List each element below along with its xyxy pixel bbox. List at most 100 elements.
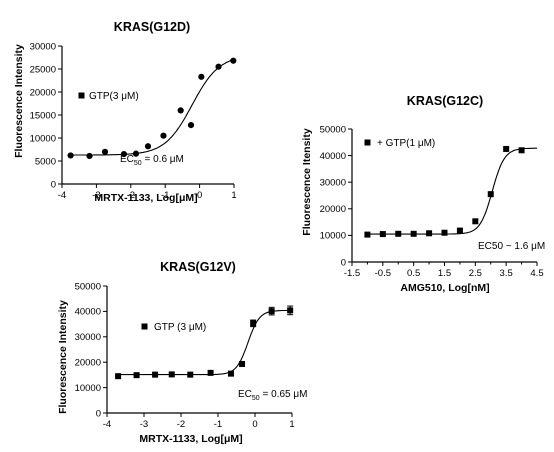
x-tick-label: 1	[289, 419, 294, 430]
x-tick-label: 1	[231, 190, 236, 201]
y-tick-label: 30000	[30, 41, 56, 52]
data-point	[456, 227, 463, 234]
x-tick-label: -3	[92, 190, 100, 201]
x-tick-label: 3.5	[500, 268, 513, 279]
x-axis-label: MRTX-1133, Log[μM]	[94, 192, 197, 204]
x-tick-label: -1	[214, 419, 222, 430]
ec50-annotation: EC50 ~ 1.6 μM	[478, 241, 545, 252]
data-point	[187, 371, 194, 378]
data-point	[101, 148, 109, 155]
chart-title: KRAS(G12C)	[407, 94, 483, 108]
legend-label: GTP (3 μM)	[154, 322, 206, 333]
data-point	[133, 372, 140, 379]
fit-curve	[116, 309, 292, 376]
fit-curve	[366, 147, 537, 235]
data-point	[187, 122, 195, 129]
chart-title: KRAS(G12V)	[160, 260, 236, 274]
data-point	[487, 191, 494, 198]
data-point	[287, 307, 294, 314]
data-point	[364, 231, 371, 238]
x-tick-label: 2.5	[469, 268, 482, 279]
x-tick-label: 0.5	[407, 268, 420, 279]
x-tick-label: 0	[252, 419, 257, 430]
ec50-annotation: EC50 = 0.6 μM	[120, 154, 184, 167]
data-point	[67, 152, 74, 159]
y-axis-label: Fluorescence Intensity	[57, 300, 69, 414]
y-tick-label: 0	[96, 408, 101, 419]
x-tick-label: 0	[197, 190, 202, 201]
chart-kras-g12d: KRAS(G12D) Fluorescence Intensity MRTX-1…	[13, 20, 237, 204]
data-point	[379, 231, 386, 238]
data-point	[120, 151, 128, 158]
y-tick-label: 0	[51, 179, 56, 190]
data-point	[250, 320, 257, 327]
legend: GTP(3 μM)	[78, 91, 139, 102]
data-point	[239, 360, 246, 367]
data-point	[395, 230, 402, 237]
plot-area: 0 5000 10000 15000 20000 25000 30000 -4 -3 -2 -1 0 1	[30, 41, 237, 201]
data-point	[518, 147, 525, 154]
legend-marker	[364, 139, 371, 146]
data-point	[152, 371, 159, 378]
plot-area: 0 10000 20000 30000 40000 50000 -4 -3 -2 -1 0 1	[75, 281, 295, 430]
data-point	[426, 230, 433, 237]
y-tick-label: 10000	[320, 231, 346, 242]
y-tick-label: 25000	[30, 64, 56, 75]
y-tick-label: 50000	[75, 281, 101, 292]
data-point	[227, 370, 234, 377]
x-tick-label: -1.5	[344, 268, 360, 279]
y-tick-label: 0	[341, 257, 346, 268]
chart-kras-g12c: KRAS(G12C) Fluorescence Itensity AMG510,…	[301, 94, 545, 294]
data-point	[160, 132, 167, 139]
x-tick-label: -1	[161, 190, 169, 201]
x-tick-label: -2	[177, 419, 185, 430]
data-point	[410, 230, 417, 237]
x-tick-label: -3	[140, 419, 148, 430]
x-tick-label: 1.5	[438, 268, 451, 279]
x-tick-label: -2	[127, 190, 135, 201]
legend: GTP (3 μM)	[141, 322, 206, 333]
data-point	[132, 150, 140, 157]
x-tick-label: 4.5	[530, 268, 543, 279]
y-tick-label: 40000	[320, 151, 346, 162]
data-point	[230, 57, 237, 64]
data-point	[115, 373, 122, 380]
data-point	[86, 152, 93, 160]
legend-marker	[141, 323, 148, 330]
data-point	[177, 107, 184, 114]
y-tick-label: 20000	[320, 204, 346, 215]
y-tick-label: 10000	[30, 133, 56, 144]
data-point	[441, 229, 448, 236]
data-point	[268, 308, 275, 315]
y-tick-label: 40000	[75, 307, 101, 318]
data-point	[168, 371, 175, 378]
y-axis-label: Fluorescence Itensity	[301, 128, 313, 236]
y-tick-label: 30000	[320, 178, 346, 189]
chart-kras-g12v: KRAS(G12V) Fluorescence Intensity MRTX-1…	[57, 260, 307, 445]
y-axis-label: Fluorescence Intensity	[13, 44, 25, 158]
y-tick-label: 50000	[320, 124, 346, 135]
legend-label: + GTP(1 μM)	[377, 138, 435, 149]
data-point	[503, 145, 510, 152]
y-tick-label: 15000	[30, 110, 56, 121]
legend-marker	[78, 92, 85, 99]
fit-curve	[69, 58, 235, 156]
x-axis-label: MRTX-1133, Log[μM]	[139, 433, 242, 445]
y-tick-label: 5000	[35, 156, 56, 167]
chart-title: KRAS(G12D)	[114, 20, 190, 34]
x-axis-label: AMG510, Log[nM]	[400, 282, 489, 294]
x-tick-label: -4	[103, 419, 111, 430]
y-tick-label: 30000	[75, 332, 101, 343]
legend-label: GTP(3 μM)	[89, 91, 139, 102]
data-point	[472, 218, 479, 225]
y-tick-label: 20000	[30, 87, 56, 98]
x-tick-label: -4	[58, 190, 66, 201]
ec50-annotation: EC50 = 0.65 μM	[238, 389, 307, 402]
y-tick-label: 10000	[75, 383, 101, 394]
y-tick-label: 20000	[75, 358, 101, 369]
data-point	[198, 73, 205, 80]
x-tick-label: -0.5	[375, 268, 391, 279]
legend: + GTP(1 μM)	[364, 138, 435, 149]
data-point	[215, 63, 222, 70]
